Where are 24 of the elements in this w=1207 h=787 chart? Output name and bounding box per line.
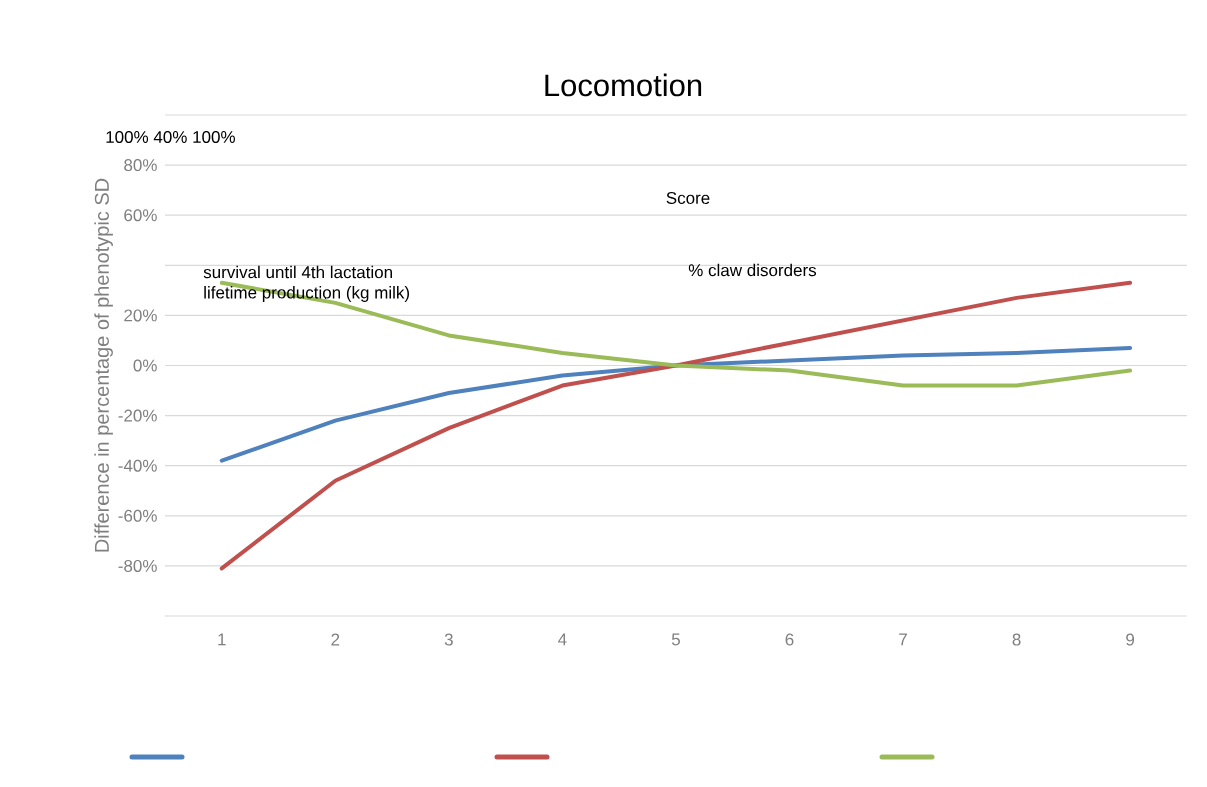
x-tick-label: 1 [218, 633, 226, 646]
x-tick-label: 7 [899, 633, 907, 646]
y-tick-label: -80% [118, 559, 157, 572]
x-tick-label: 6 [785, 633, 794, 646]
y-tick-label: -40% [118, 459, 157, 472]
x-tick-label: 2 [331, 633, 340, 646]
annotation: 100% 40% 100% [106, 130, 235, 144]
y-tick-label: -20% [118, 409, 157, 422]
x-tick-label: 3 [444, 633, 453, 646]
line-series [219, 345, 1133, 463]
y-tick-label: 20% [124, 309, 157, 322]
x-tick-label: 9 [1126, 633, 1135, 646]
y-tick-label: 80% [124, 159, 157, 172]
y-tick-label: 0% [133, 359, 157, 372]
x-tick-label: 8 [1012, 633, 1021, 646]
annotation: Score [666, 191, 710, 205]
chart-title: Locomotion [545, 73, 702, 97]
y-tick-label: 60% [124, 209, 157, 222]
x-tick-label: 5 [671, 633, 680, 646]
x-tick-label: 4 [558, 633, 567, 646]
y-axis-title: Difference in percentage of phenotypic SD [94, 178, 113, 552]
y-tick-label: -60% [118, 509, 157, 522]
annotation: % claw disorders [688, 263, 817, 277]
annotation: survival until 4th lactation [203, 265, 392, 279]
